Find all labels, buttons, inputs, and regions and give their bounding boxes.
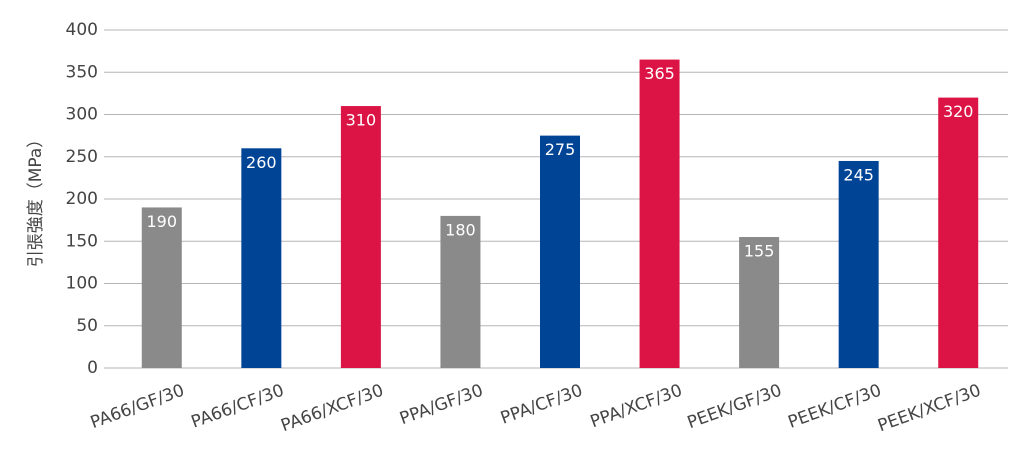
value-label: 310 xyxy=(346,111,377,130)
value-label: 320 xyxy=(943,102,974,121)
y-tick-label: 250 xyxy=(66,147,98,167)
y-tick-label: 300 xyxy=(66,105,98,125)
y-tick-label: 400 xyxy=(66,20,98,40)
x-tick-label: PEEK/GF/30 xyxy=(685,381,785,434)
x-tick-label: PEEK/XCF/30 xyxy=(875,381,983,437)
bar xyxy=(639,59,680,368)
value-label: 275 xyxy=(545,140,576,159)
value-label: 260 xyxy=(246,153,277,172)
x-tick-label: PA66/XCF/30 xyxy=(278,381,386,437)
x-tick-label: PA66/GF/30 xyxy=(88,381,187,433)
bar xyxy=(241,148,282,368)
value-label: 155 xyxy=(744,242,775,261)
bar xyxy=(938,97,979,368)
x-tick-label: PPA/CF/30 xyxy=(498,381,585,429)
value-label: 245 xyxy=(843,165,874,184)
y-tick-label: 200 xyxy=(66,189,98,209)
x-tick-label: PA66/CF/30 xyxy=(189,381,287,433)
x-tick-label: PEEK/CF/30 xyxy=(786,381,885,433)
bar xyxy=(739,237,780,368)
value-label: 180 xyxy=(445,220,476,239)
bar xyxy=(440,215,481,368)
y-tick-label: 150 xyxy=(66,231,98,251)
bar xyxy=(340,106,381,369)
x-tick-label: PPA/XCF/30 xyxy=(588,381,685,433)
y-tick-label: 0 xyxy=(87,358,98,378)
value-label: 365 xyxy=(644,64,675,83)
y-tick-label: 100 xyxy=(66,274,98,294)
bar xyxy=(540,135,580,368)
y-axis-label: 引張強度（MPa） xyxy=(26,131,46,268)
value-label: 190 xyxy=(147,212,178,231)
bar xyxy=(141,207,182,368)
bar xyxy=(838,160,879,368)
x-tick-label: PPA/GF/30 xyxy=(397,381,486,430)
y-tick-label: 350 xyxy=(66,62,98,82)
y-tick-label: 50 xyxy=(76,316,98,336)
